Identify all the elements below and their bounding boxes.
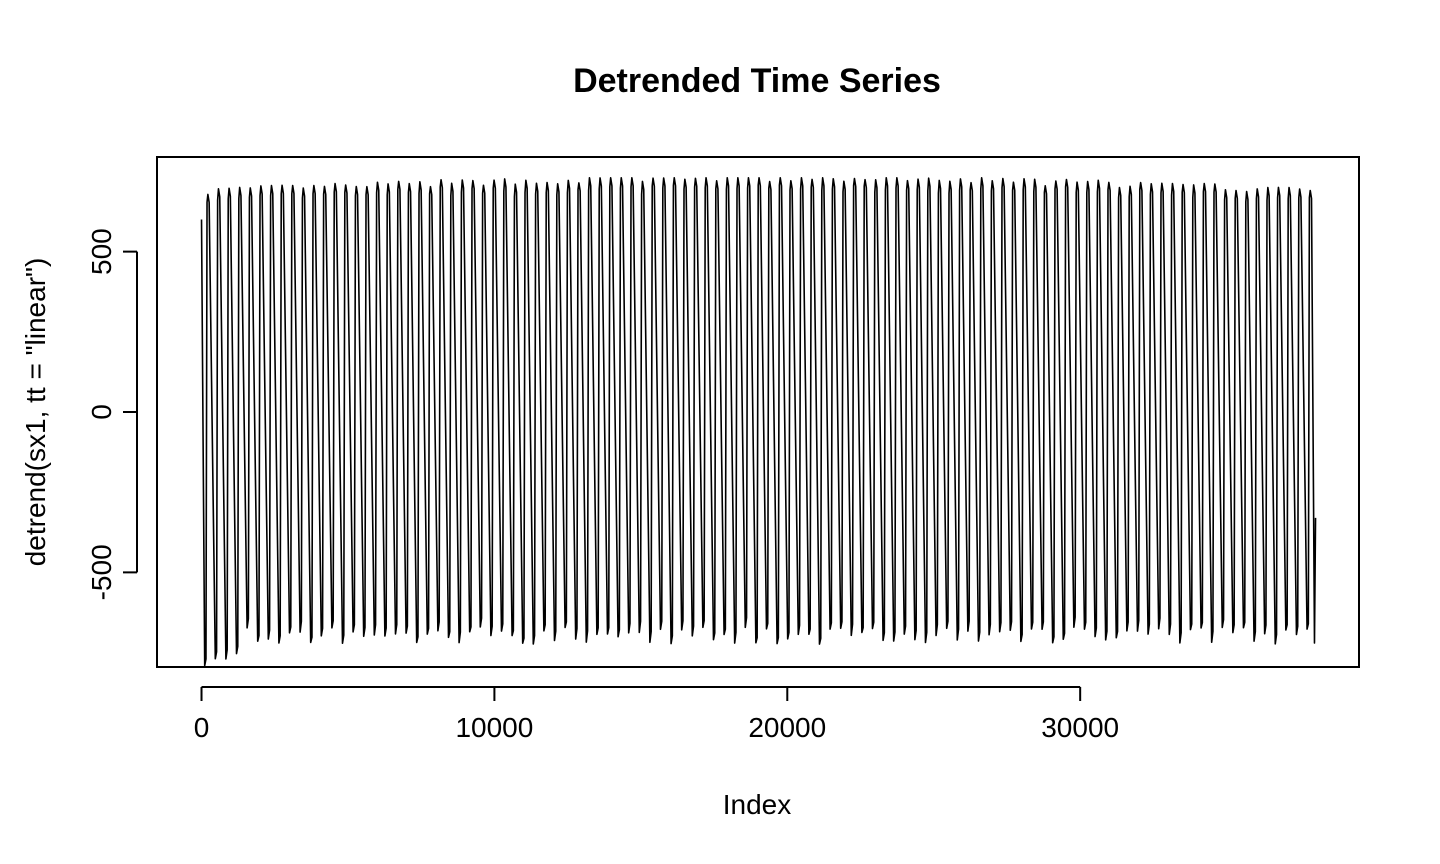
y-tick-label: 0 [86, 404, 117, 420]
x-tick-label: 30000 [1041, 712, 1119, 743]
x-tick-label: 0 [194, 712, 210, 743]
y-tick-label: 500 [86, 228, 117, 275]
series-line [200, 177, 1317, 667]
chart-title: Detrended Time Series [573, 62, 941, 100]
x-tick-label: 10000 [455, 712, 533, 743]
x-axis: 0 10000 20000 30000 [194, 686, 1119, 743]
y-tick-label: -500 [86, 544, 117, 600]
y-axis: -500 0 500 [86, 228, 138, 600]
x-axis-label: Index [723, 789, 792, 820]
y-axis-label: detrend(sx1, tt = "linear") [20, 258, 51, 567]
x-tick-label: 20000 [748, 712, 826, 743]
plot-frame [156, 156, 1360, 668]
